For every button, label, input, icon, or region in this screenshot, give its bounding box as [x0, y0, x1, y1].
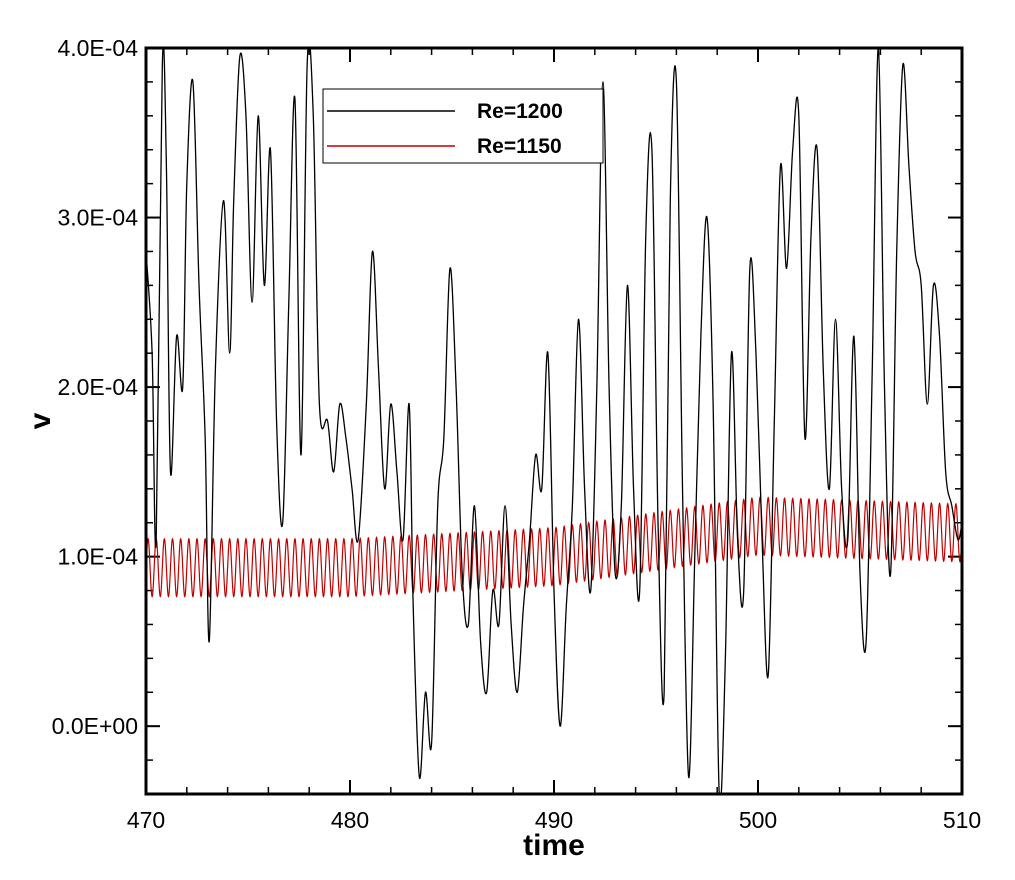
series-re1200-line	[146, 48, 962, 794]
x-tick-label: 470	[127, 807, 165, 833]
x-tick-label: 490	[535, 807, 573, 833]
x-tick-label: 500	[739, 807, 777, 833]
y-axis-title: v	[24, 412, 57, 429]
y-tick-label: 2.0E-04	[57, 374, 138, 400]
x-tick-label: 510	[943, 807, 981, 833]
tick-labels: 470 480 490 500 510 0.0E+00 1.0E-04 2.0E-04 3.0E…	[52, 35, 982, 833]
legend-label-re1150: Re=1150	[477, 135, 562, 158]
legend-label-re1200: Re=1200	[477, 100, 563, 123]
plot-frame	[144, 46, 964, 796]
legend: Re=1200 Re=1150	[322, 88, 604, 164]
x-axis-title: time	[523, 829, 585, 862]
legend-box	[322, 88, 604, 164]
series-layer	[146, 48, 962, 794]
y-tick-label: 1.0E-04	[57, 544, 138, 570]
y-tick-label: 3.0E-04	[57, 205, 138, 231]
series-re1150-line	[146, 496, 962, 598]
y-tick-label: 4.0E-04	[57, 35, 138, 61]
x-tick-label: 480	[331, 807, 369, 833]
y-tick-label: 0.0E+00	[52, 713, 138, 739]
